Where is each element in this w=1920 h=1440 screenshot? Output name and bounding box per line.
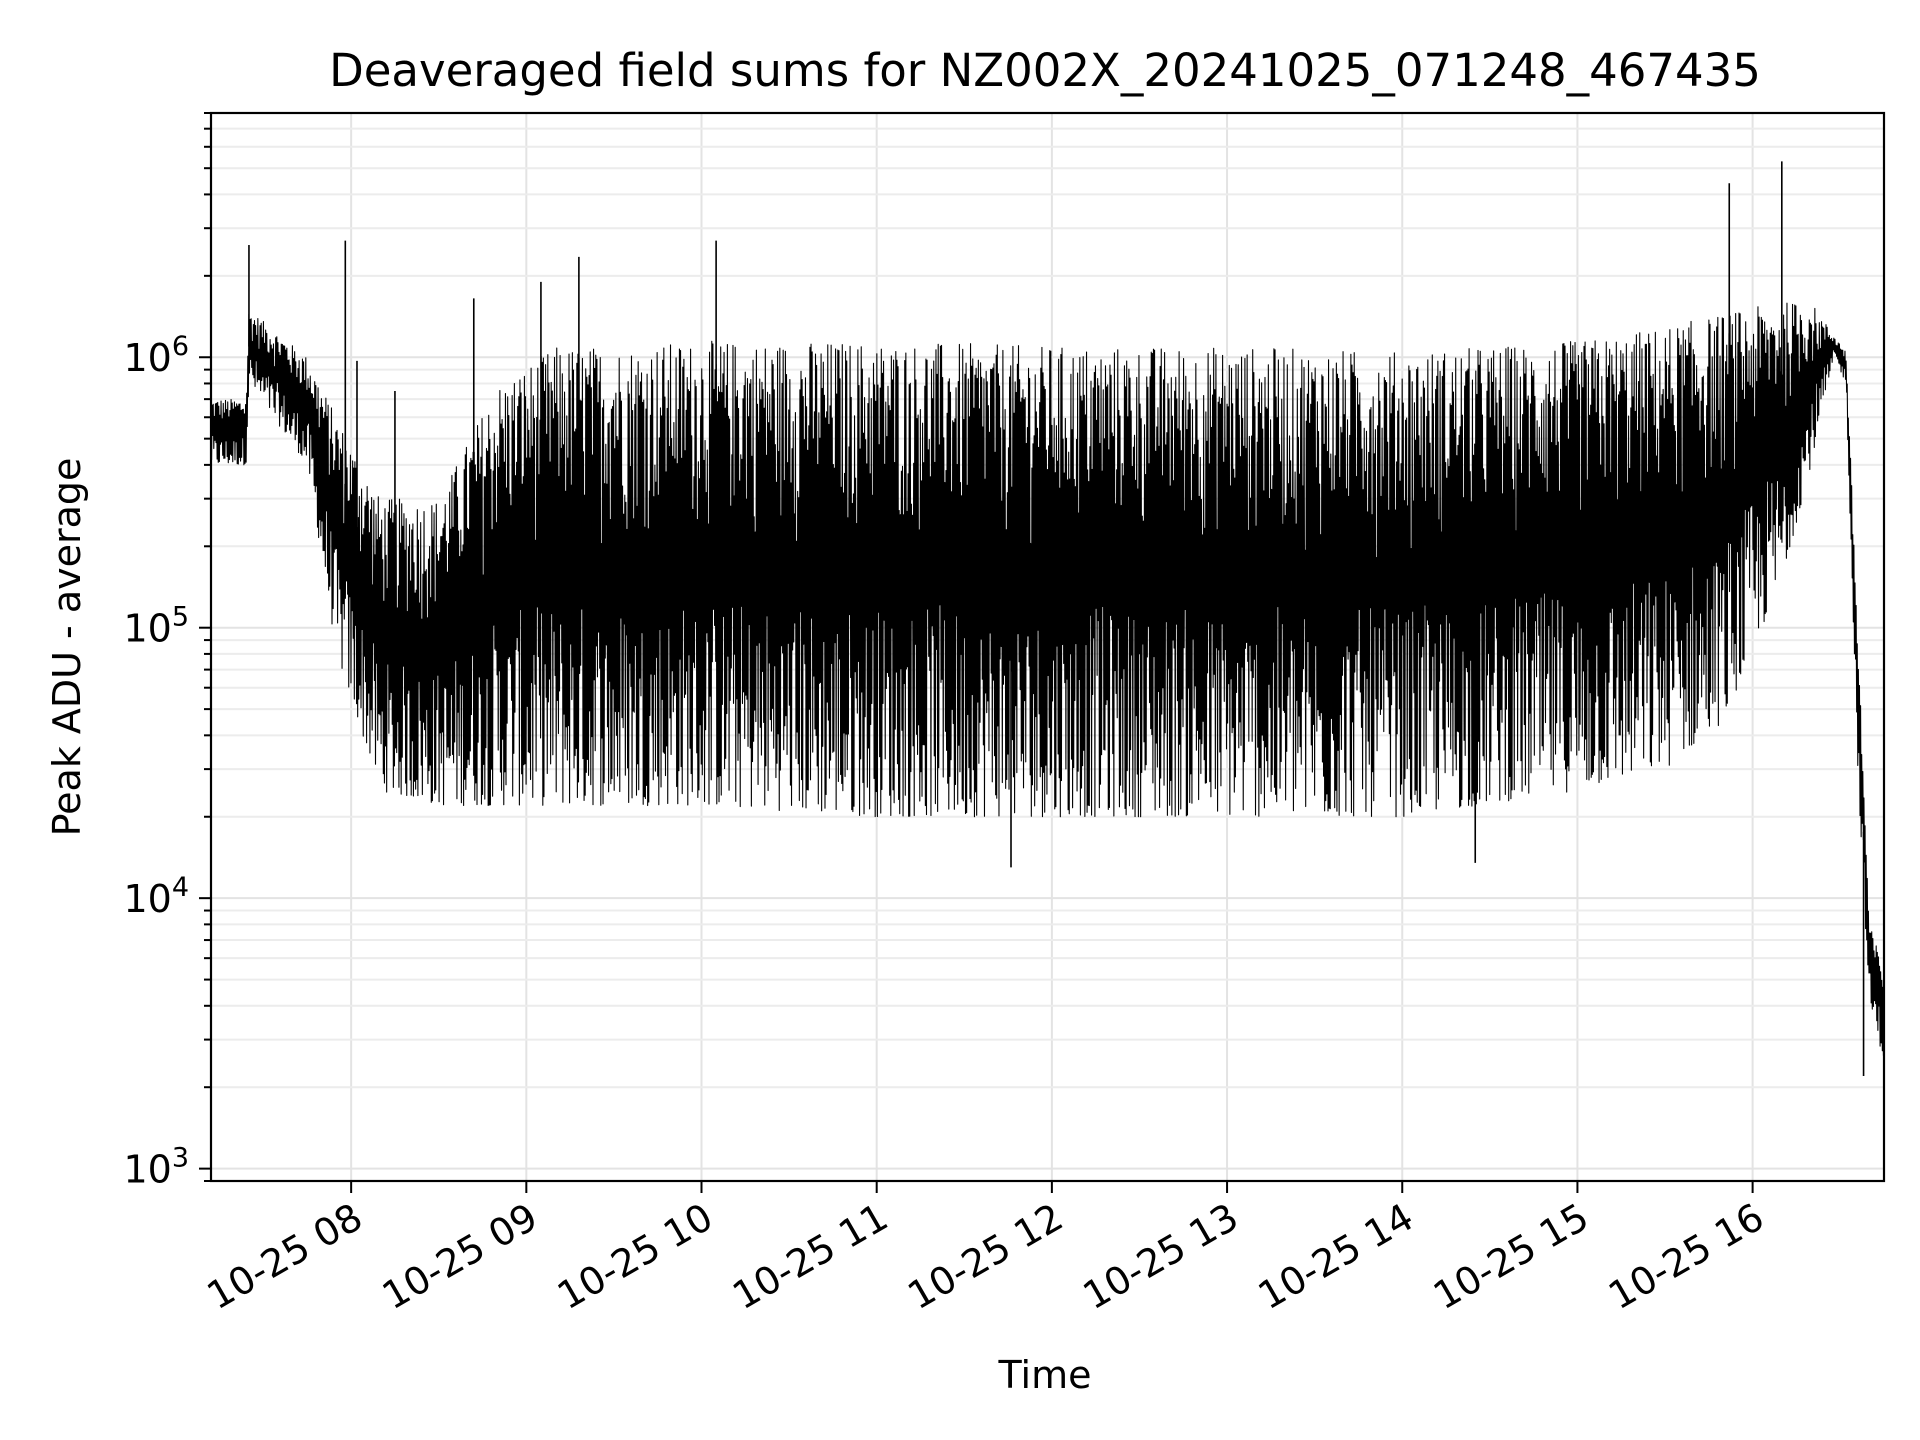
series-line (210, 302, 1885, 1057)
y-tick-label: 103 (123, 1143, 189, 1192)
plot-frame (209, 111, 1886, 1183)
x-axis-label: Time (998, 1353, 1092, 1397)
y-tick-label: 106 (123, 331, 189, 380)
y-axis-label: Peak ADU - average (45, 458, 89, 837)
chart-title: Deaveraged field sums for NZ002X_2024102… (329, 44, 1761, 97)
y-tick-label: 104 (123, 872, 189, 921)
series-layer (210, 161, 1885, 1077)
y-tick-label: 105 (123, 602, 189, 651)
y-axis: 103 104 105 106 (123, 112, 211, 1192)
